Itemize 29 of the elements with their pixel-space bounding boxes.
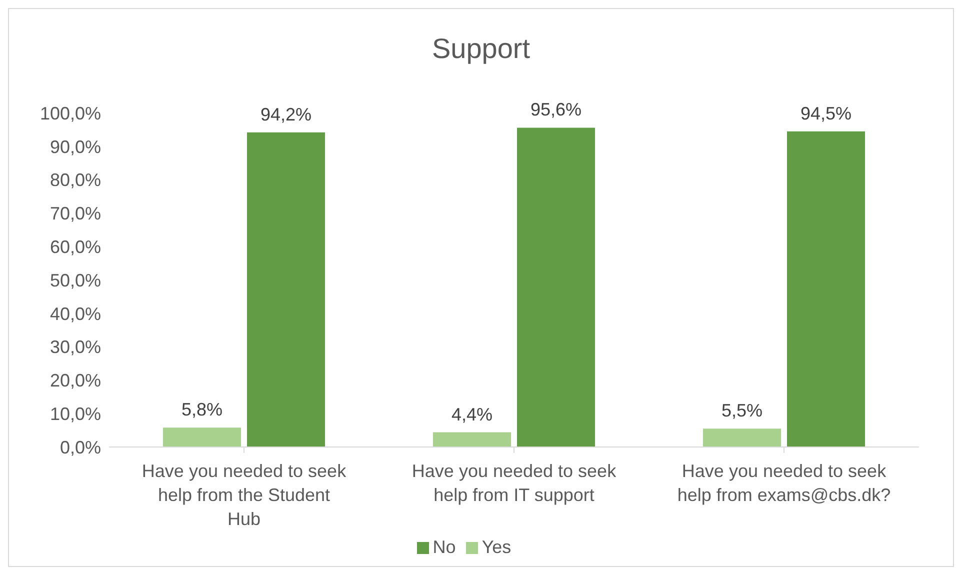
bar bbox=[787, 131, 865, 447]
y-tick-label: 10,0% bbox=[50, 404, 101, 424]
bar bbox=[517, 128, 595, 447]
x-tick-label: Have you needed to seek help from IT support bbox=[412, 461, 618, 505]
y-tick-label: 20,0% bbox=[50, 370, 101, 391]
legend-label: No bbox=[432, 537, 456, 557]
bar bbox=[163, 428, 241, 447]
y-tick-label: 90,0% bbox=[50, 136, 101, 157]
legend-label: Yes bbox=[482, 537, 512, 557]
x-tick-label: Have you needed to seek help from exams@cbs.dk? bbox=[677, 461, 891, 505]
data-label: 4,4% bbox=[451, 404, 493, 424]
y-tick-label: 30,0% bbox=[50, 337, 101, 358]
data-label: 5,5% bbox=[721, 400, 763, 421]
data-label: 94,2% bbox=[260, 104, 312, 124]
data-label: 94,5% bbox=[800, 103, 852, 124]
data-label: 95,6% bbox=[530, 100, 582, 120]
x-tick-label: Have you needed to seek help from the Student Hub bbox=[142, 461, 348, 529]
y-tick-label: 0,0% bbox=[60, 437, 101, 458]
bar bbox=[703, 428, 781, 447]
bar bbox=[433, 432, 511, 447]
y-tick-label: 60,0% bbox=[50, 236, 101, 257]
data-label: 5,8% bbox=[181, 400, 223, 420]
y-tick-label: 40,0% bbox=[50, 304, 101, 324]
bar bbox=[247, 132, 325, 447]
y-tick-label: 100,0% bbox=[40, 103, 101, 124]
chart-title: Support bbox=[430, 32, 532, 66]
y-tick-label: 70,0% bbox=[50, 204, 101, 224]
y-tick-label: 80,0% bbox=[50, 170, 101, 190]
y-tick-label: 50,0% bbox=[50, 270, 101, 290]
